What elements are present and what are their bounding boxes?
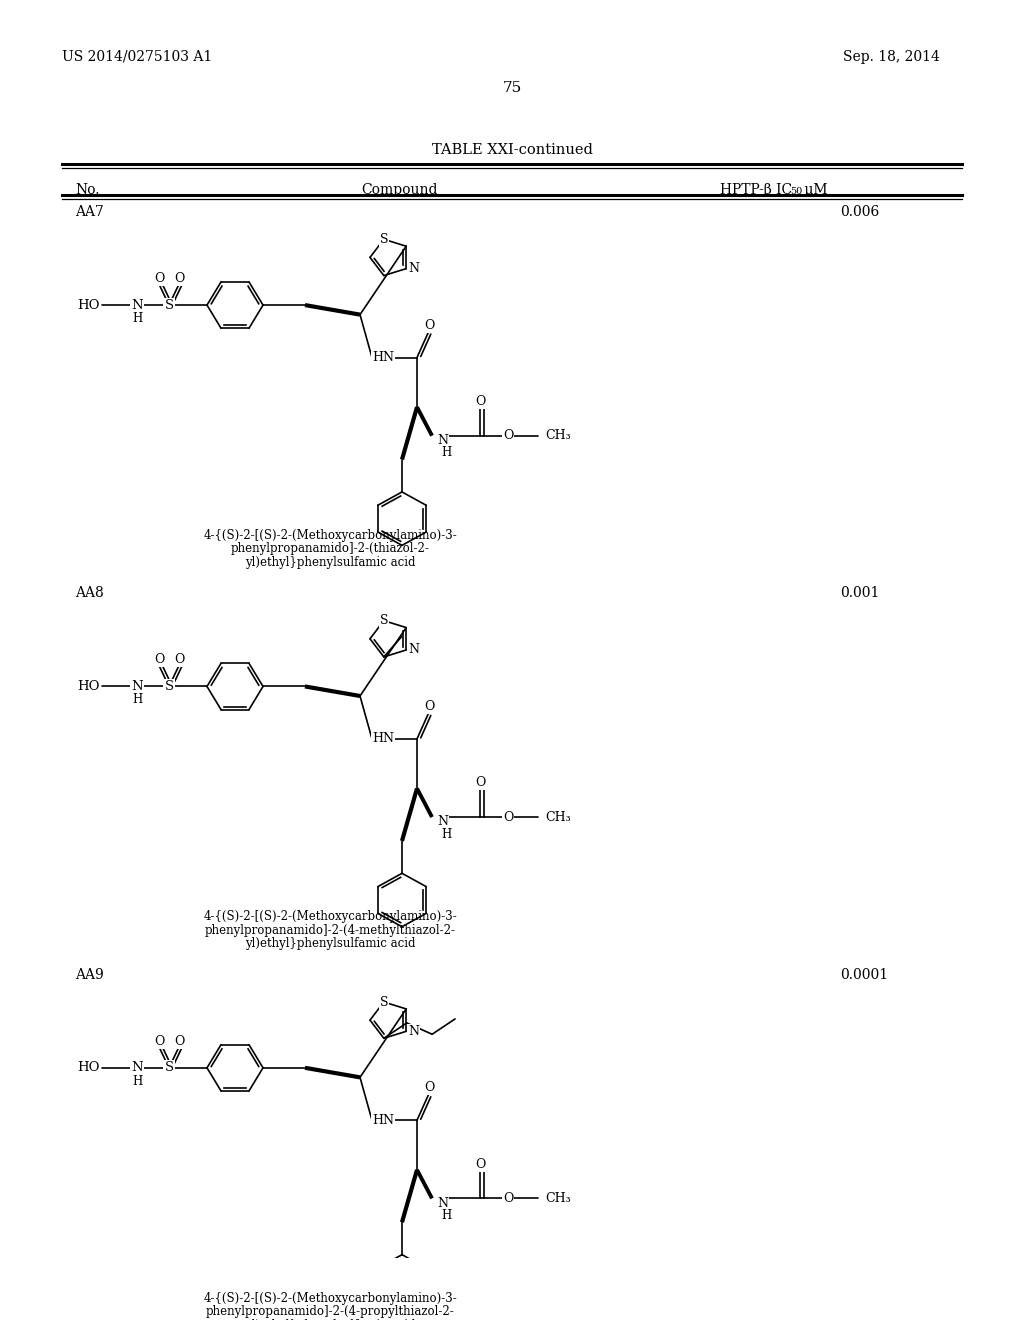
Text: yl)ethyl}phenylsulfamic acid: yl)ethyl}phenylsulfamic acid bbox=[245, 1319, 416, 1320]
Text: phenylpropanamido]-2-(thiazol-2-: phenylpropanamido]-2-(thiazol-2- bbox=[230, 543, 429, 556]
Text: S: S bbox=[165, 1061, 173, 1074]
Text: O: O bbox=[424, 700, 434, 713]
Text: O: O bbox=[174, 653, 184, 667]
Text: N: N bbox=[131, 680, 142, 693]
Text: AA9: AA9 bbox=[75, 968, 103, 982]
Text: CH₃: CH₃ bbox=[545, 1192, 570, 1205]
Text: CH₃: CH₃ bbox=[545, 429, 570, 442]
Text: N: N bbox=[131, 1061, 142, 1074]
Text: 0.006: 0.006 bbox=[840, 205, 880, 219]
Text: H: H bbox=[441, 1209, 452, 1222]
Text: N: N bbox=[437, 434, 449, 447]
Text: 75: 75 bbox=[503, 81, 521, 95]
Text: Sep. 18, 2014: Sep. 18, 2014 bbox=[843, 50, 940, 63]
Text: yl)ethyl}phenylsulfamic acid: yl)ethyl}phenylsulfamic acid bbox=[245, 937, 416, 950]
Text: O: O bbox=[503, 810, 513, 824]
Text: O: O bbox=[174, 1035, 184, 1048]
Text: S: S bbox=[165, 298, 173, 312]
Text: US 2014/0275103 A1: US 2014/0275103 A1 bbox=[62, 50, 212, 63]
Text: N: N bbox=[409, 643, 419, 656]
Text: O: O bbox=[154, 1035, 164, 1048]
Text: O: O bbox=[503, 1192, 513, 1205]
Text: HO: HO bbox=[78, 680, 100, 693]
Text: S: S bbox=[380, 995, 388, 1008]
Text: N: N bbox=[437, 1197, 449, 1209]
Text: AA8: AA8 bbox=[75, 586, 103, 601]
Text: O: O bbox=[475, 1158, 485, 1171]
Text: No.: No. bbox=[75, 183, 99, 197]
Text: 4-{(S)-2-[(S)-2-(Methoxycarbonylamino)-3-: 4-{(S)-2-[(S)-2-(Methoxycarbonylamino)-3… bbox=[203, 911, 457, 924]
Text: CH₃: CH₃ bbox=[545, 810, 570, 824]
Text: HN: HN bbox=[372, 1114, 394, 1127]
Text: HO: HO bbox=[78, 1061, 100, 1074]
Text: 0.001: 0.001 bbox=[840, 586, 880, 601]
Text: 0.0001: 0.0001 bbox=[840, 968, 888, 982]
Text: μM: μM bbox=[800, 183, 827, 197]
Text: phenylpropanamido]-2-(4-methylthiazol-2-: phenylpropanamido]-2-(4-methylthiazol-2- bbox=[205, 924, 456, 937]
Text: O: O bbox=[424, 1081, 434, 1094]
Text: H: H bbox=[132, 1074, 142, 1088]
Text: O: O bbox=[154, 272, 164, 285]
Text: phenylpropanamido]-2-(4-propylthiazol-2-: phenylpropanamido]-2-(4-propylthiazol-2- bbox=[206, 1305, 455, 1319]
Text: HN: HN bbox=[372, 733, 394, 746]
Text: HN: HN bbox=[372, 351, 394, 364]
Text: Compound: Compound bbox=[361, 183, 438, 197]
Text: N: N bbox=[131, 298, 142, 312]
Text: N: N bbox=[437, 816, 449, 829]
Text: 50: 50 bbox=[790, 187, 802, 195]
Text: H: H bbox=[441, 446, 452, 459]
Text: O: O bbox=[174, 272, 184, 285]
Text: N: N bbox=[409, 1024, 419, 1038]
Text: H: H bbox=[441, 828, 452, 841]
Text: HPTP-β IC: HPTP-β IC bbox=[720, 183, 793, 197]
Text: N: N bbox=[409, 263, 419, 275]
Text: 4-{(S)-2-[(S)-2-(Methoxycarbonylamino)-3-: 4-{(S)-2-[(S)-2-(Methoxycarbonylamino)-3… bbox=[203, 529, 457, 543]
Text: S: S bbox=[380, 232, 388, 246]
Text: HO: HO bbox=[78, 298, 100, 312]
Text: O: O bbox=[154, 653, 164, 667]
Text: S: S bbox=[380, 614, 388, 627]
Text: S: S bbox=[165, 680, 173, 693]
Text: yl)ethyl}phenylsulfamic acid: yl)ethyl}phenylsulfamic acid bbox=[245, 556, 416, 569]
Text: H: H bbox=[132, 312, 142, 325]
Text: TABLE XXI-continued: TABLE XXI-continued bbox=[431, 143, 593, 157]
Text: O: O bbox=[424, 318, 434, 331]
Text: O: O bbox=[475, 776, 485, 789]
Text: O: O bbox=[475, 395, 485, 408]
Text: 4-{(S)-2-[(S)-2-(Methoxycarbonylamino)-3-: 4-{(S)-2-[(S)-2-(Methoxycarbonylamino)-3… bbox=[203, 1292, 457, 1305]
Text: H: H bbox=[132, 693, 142, 706]
Text: AA7: AA7 bbox=[75, 205, 103, 219]
Text: O: O bbox=[503, 429, 513, 442]
